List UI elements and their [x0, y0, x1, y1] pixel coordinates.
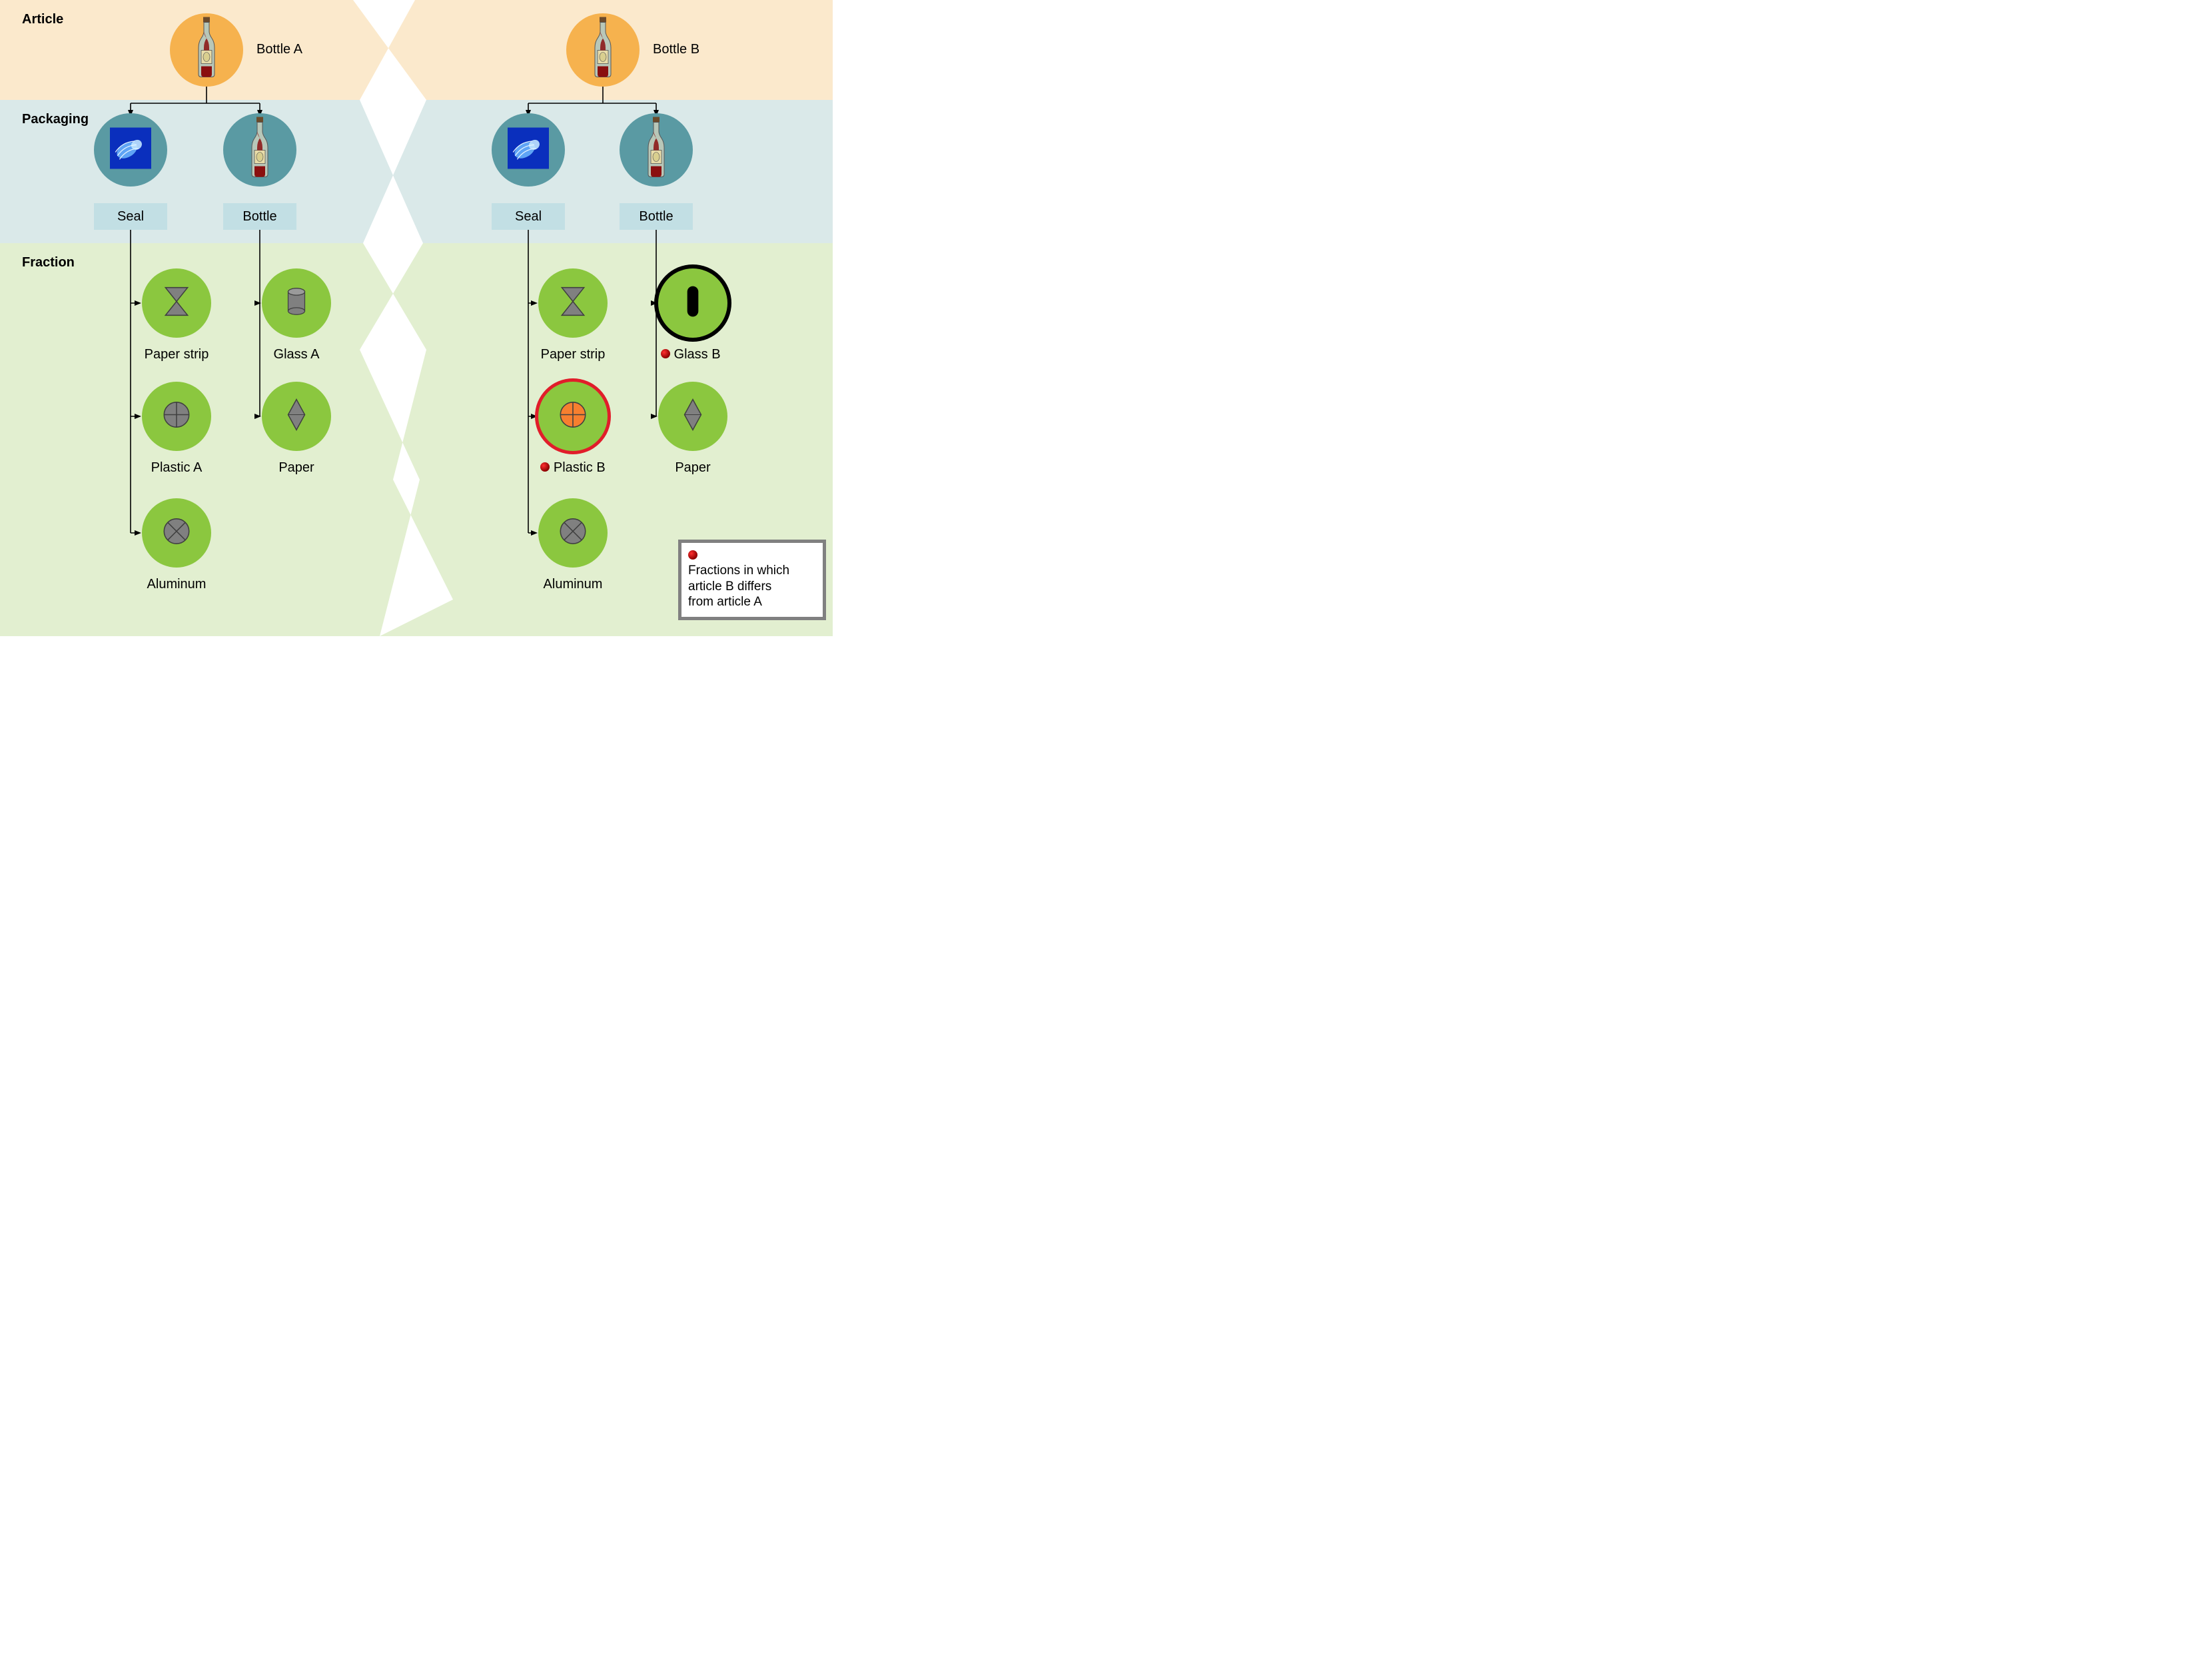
b-pkg-bottle-label: Bottle [620, 203, 693, 230]
a-frac-seal-0-node [142, 268, 211, 338]
b-frac-seal-1-node [538, 382, 608, 451]
a-frac-bottle-1-node [262, 382, 331, 451]
legend-box: Fractions in which article B differsfrom … [678, 540, 826, 620]
b-article-label: Bottle B [653, 42, 699, 57]
b-pkg-seal-label: Seal [492, 203, 565, 230]
a-frac-seal-2-label: Aluminum [123, 577, 230, 592]
a-pkg-bottle-node [223, 113, 296, 187]
legend-line3: from article A [688, 595, 762, 609]
diagram-canvas: ArticlePackagingFraction Bottle A Seal B… [0, 0, 833, 636]
b-frac-seal-0-label: Paper strip [520, 347, 626, 362]
b-pkg-bottle-node [620, 113, 693, 187]
a-pkg-seal-label: Seal [94, 203, 167, 230]
a-frac-seal-1-node [142, 382, 211, 451]
b-frac-bottle-0-node [658, 268, 727, 338]
a-frac-bottle-1-label: Paper [243, 460, 350, 476]
b-frac-seal-2-node [538, 498, 608, 568]
diff-dot-icon [540, 462, 550, 472]
a-frac-seal-1-label: Plastic A [123, 460, 230, 476]
a-frac-bottle-0-label: Glass A [243, 347, 350, 362]
legend-line2: article B differs [688, 580, 771, 594]
a-frac-seal-2-node [142, 498, 211, 568]
diff-dot-icon [661, 349, 670, 358]
b-frac-seal-2-label: Aluminum [520, 577, 626, 592]
legend-line1: Fractions in which [688, 564, 789, 578]
legend-dot-icon [688, 550, 697, 560]
b-frac-bottle-1-label: Paper [640, 460, 746, 476]
b-frac-seal-1-label: Plastic B [520, 460, 626, 476]
a-article-node [170, 13, 243, 87]
b-frac-seal-0-node [538, 268, 608, 338]
b-frac-bottle-0-label: Glass B [661, 347, 767, 362]
a-frac-bottle-0-node [262, 268, 331, 338]
a-frac-seal-0-label: Paper strip [123, 347, 230, 362]
b-article-node [566, 13, 640, 87]
a-pkg-seal-node [94, 113, 167, 187]
b-pkg-seal-node [492, 113, 565, 187]
a-article-label: Bottle A [256, 42, 302, 57]
a-pkg-bottle-label: Bottle [223, 203, 296, 230]
b-frac-bottle-1-node [658, 382, 727, 451]
